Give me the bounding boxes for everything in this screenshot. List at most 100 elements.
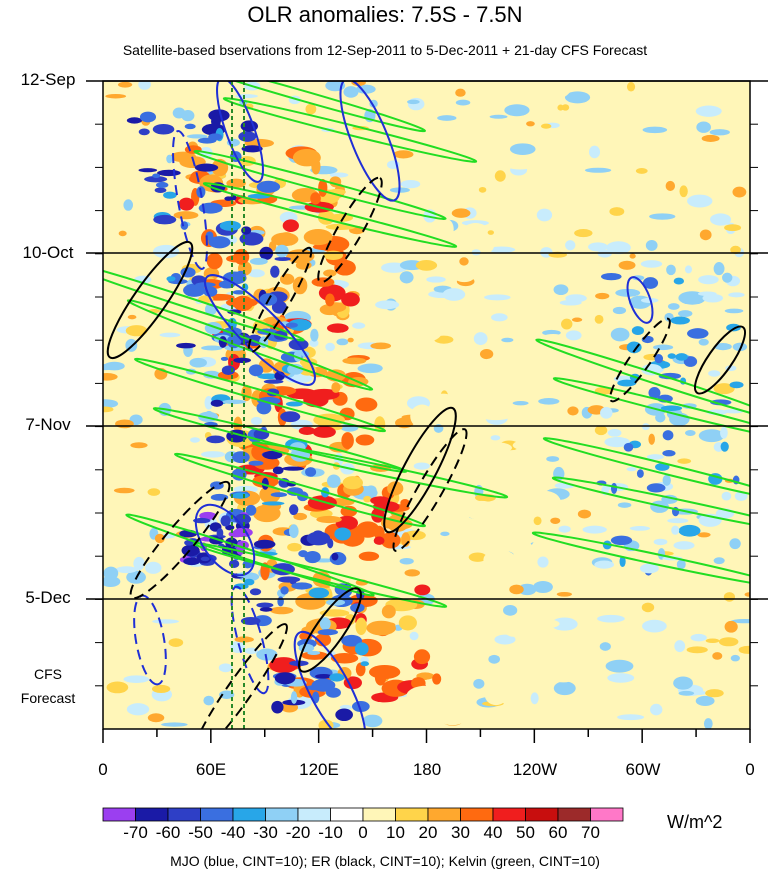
anomaly-blob [117, 81, 133, 88]
anomaly-blob [650, 703, 663, 716]
anomaly-blob [728, 292, 745, 298]
anomaly-blob [744, 592, 750, 597]
anomaly-blob [505, 160, 535, 170]
anomaly-blob [521, 287, 550, 306]
anomaly-blob [611, 482, 618, 495]
chart-subtitle: Satellite-based bservations from 12-Sep-… [122, 42, 648, 58]
anomaly-blob [329, 172, 349, 178]
anomaly-blob [675, 353, 688, 361]
anomaly-blob [447, 511, 470, 530]
anomaly-blob [561, 318, 573, 330]
anomaly-blob [127, 314, 137, 320]
anomaly-blob [106, 681, 129, 694]
anomaly-blob [473, 678, 485, 689]
anomaly-blob [262, 450, 283, 460]
anomaly-blob [504, 104, 530, 117]
anomaly-blob [512, 440, 536, 450]
anomaly-blob [288, 524, 299, 539]
anomaly-blob [557, 424, 580, 435]
anomaly-blob [468, 552, 487, 562]
anomaly-blob [553, 284, 569, 296]
anomaly-blob [115, 419, 134, 429]
anomaly-blob [629, 253, 636, 259]
anomaly-blob [238, 131, 257, 142]
anomaly-blob [594, 314, 604, 324]
contour-line [383, 406, 457, 534]
anomaly-blob [274, 672, 296, 685]
anomaly-blob [617, 379, 637, 387]
anomaly-blob [723, 592, 736, 602]
colorbar-label: -50 [188, 823, 213, 842]
anomaly-blob [230, 640, 246, 654]
anomaly-blob [483, 549, 517, 570]
colorbar-swatch [362, 807, 396, 822]
x-tick-label: 120E [299, 760, 339, 779]
anomaly-blob [619, 556, 626, 568]
anomaly-blob [325, 342, 335, 352]
anomaly-blob [404, 569, 421, 577]
anomaly-blob [502, 449, 526, 459]
anomaly-blob [720, 426, 728, 439]
anomaly-blob [610, 327, 630, 342]
anomaly-blob [695, 695, 715, 706]
anomaly-blob [308, 587, 330, 599]
anomaly-blob [610, 535, 633, 546]
anomaly-blob [327, 474, 341, 488]
anomaly-blob [298, 643, 315, 653]
anomaly-blob [497, 519, 530, 530]
anomaly-blob [645, 239, 658, 251]
anomaly-blob [261, 477, 269, 490]
anomaly-blob [705, 638, 720, 644]
anomaly-blob [282, 466, 305, 471]
anomaly-blob [665, 180, 676, 192]
anomaly-blob [381, 604, 396, 619]
anomaly-blob [552, 714, 583, 729]
anomaly-blob [358, 551, 380, 561]
anomaly-blob [543, 189, 558, 201]
anomaly-blob [617, 714, 645, 721]
anomaly-blob [186, 134, 208, 139]
anomaly-blob [729, 538, 741, 550]
anomaly-blob [244, 647, 259, 655]
anomaly-blob [730, 245, 741, 255]
anomaly-blob [631, 326, 645, 336]
anomaly-blob [305, 467, 317, 477]
anomaly-blob [287, 363, 304, 375]
anomaly-blob [221, 365, 235, 376]
contour-line [125, 513, 375, 597]
colorbar-label: 30 [451, 823, 470, 842]
anomaly-blob [327, 213, 354, 222]
colorbar-label: -70 [123, 823, 148, 842]
anomaly-blob [600, 406, 613, 419]
contour-line [103, 258, 305, 342]
anomaly-blob [653, 344, 674, 351]
anomaly-blob [571, 317, 583, 322]
colorbar-label: -20 [286, 823, 311, 842]
anomaly-blob [536, 208, 553, 222]
anomaly-blob [440, 531, 450, 537]
anomaly-blob [233, 357, 252, 364]
contour-line [216, 81, 264, 183]
anomaly-blob [271, 700, 284, 714]
anomaly-blob [667, 518, 689, 524]
anomaly-blob [636, 469, 644, 478]
anomaly-blob [542, 329, 561, 336]
y-tick-label: 12-Sep [20, 70, 76, 89]
colorbar-swatch [460, 807, 494, 822]
anomaly-blob [698, 429, 725, 443]
anomaly-blob [473, 332, 488, 346]
anomaly-blob [640, 260, 663, 268]
anomaly-blob [542, 81, 572, 99]
anomaly-blob [481, 530, 520, 552]
anomaly-blob [279, 273, 295, 285]
chart-footer: MJO (blue, CINT=10); ER (black, CINT=10)… [170, 853, 600, 869]
anomaly-blob [565, 330, 582, 341]
anomaly-blob [701, 134, 720, 142]
anomaly-blob [584, 167, 612, 173]
anomaly-blob [650, 500, 669, 513]
anomaly-blob [163, 191, 177, 199]
anomaly-blob [671, 525, 680, 535]
anomaly-blob [325, 293, 335, 307]
anomaly-blob [601, 272, 622, 281]
